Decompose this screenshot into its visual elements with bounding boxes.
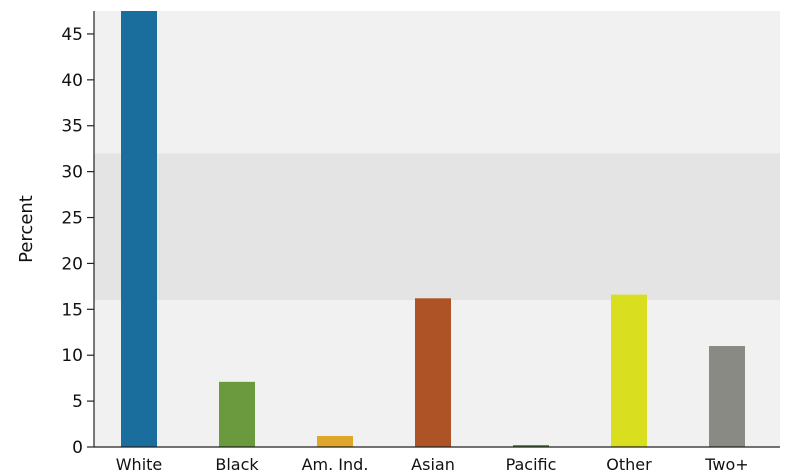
y-tick-label: 30: [61, 163, 83, 183]
bar-pacific: [513, 445, 549, 447]
y-ticks-group: 0 5 10 15 20 25 30 35 40 45: [61, 25, 94, 458]
bar-other: [611, 294, 647, 447]
bar-two: [709, 346, 745, 447]
y-tick-label: 45: [61, 25, 83, 45]
y-tick-label: 35: [61, 117, 83, 137]
bar-black: [219, 381, 255, 447]
y-tick-label: 0: [72, 438, 83, 458]
x-tick-label: Asian: [411, 455, 455, 474]
y-axis-title: Percent: [16, 195, 37, 263]
x-tick-label: White: [116, 455, 163, 474]
bar-asian: [415, 298, 451, 447]
x-tick-label: Other: [606, 455, 652, 474]
y-tick-label: 40: [61, 71, 83, 91]
highlight-band: [94, 153, 780, 301]
x-labels-group: White Black Am. Ind. Asian Pacific Other Two+: [116, 455, 749, 474]
x-tick-label: Black: [215, 455, 259, 474]
x-tick-label: Two+: [704, 455, 748, 474]
y-tick-label: 10: [61, 346, 83, 366]
x-tick-label: Am. Ind.: [302, 455, 369, 474]
y-tick-label: 5: [72, 392, 83, 412]
bar-white: [121, 11, 157, 447]
x-tick-label: Pacific: [506, 455, 557, 474]
y-tick-label: 20: [61, 254, 83, 274]
y-tick-label: 15: [61, 300, 83, 320]
bars-group: [121, 11, 745, 447]
y-tick-label: 25: [61, 209, 83, 229]
bar-am-ind: [317, 435, 353, 447]
